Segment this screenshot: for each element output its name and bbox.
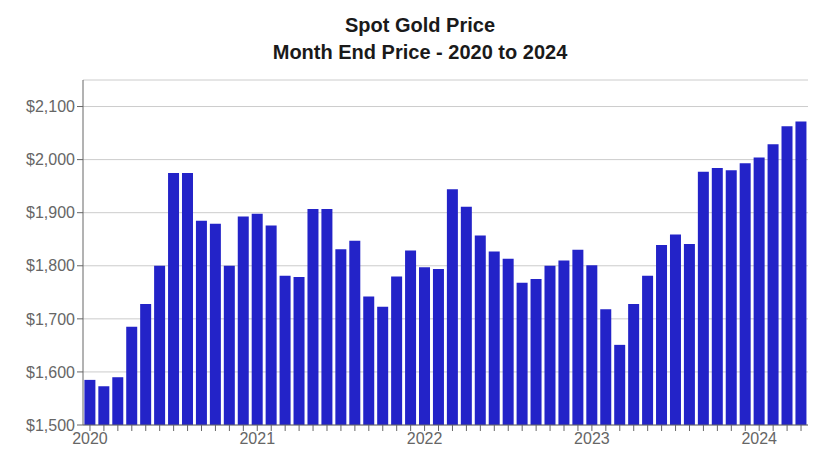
html-text:Month End Price - 2020 to 2024: Month End Price - 2020 to 2024 [272,41,568,63]
svg-text:$1,900: $1,900 [26,204,75,221]
svg-text:2023: 2023 [574,430,610,447]
svg-text:$1,600: $1,600 [26,364,75,381]
svg-text:2024: 2024 [741,430,777,447]
svg-text:2020: 2020 [72,430,108,447]
svg-text:$1,800: $1,800 [26,257,75,274]
svg-text:2021: 2021 [239,430,275,447]
svg-text:$2,000: $2,000 [26,151,75,168]
svg-text:$2,100: $2,100 [26,98,75,115]
svg-text:$1,500: $1,500 [26,417,75,434]
svg-text:$1,700: $1,700 [26,311,75,328]
html-text:Spot Gold Price: Spot Gold Price [345,14,495,36]
svg-text:2022: 2022 [407,430,443,447]
